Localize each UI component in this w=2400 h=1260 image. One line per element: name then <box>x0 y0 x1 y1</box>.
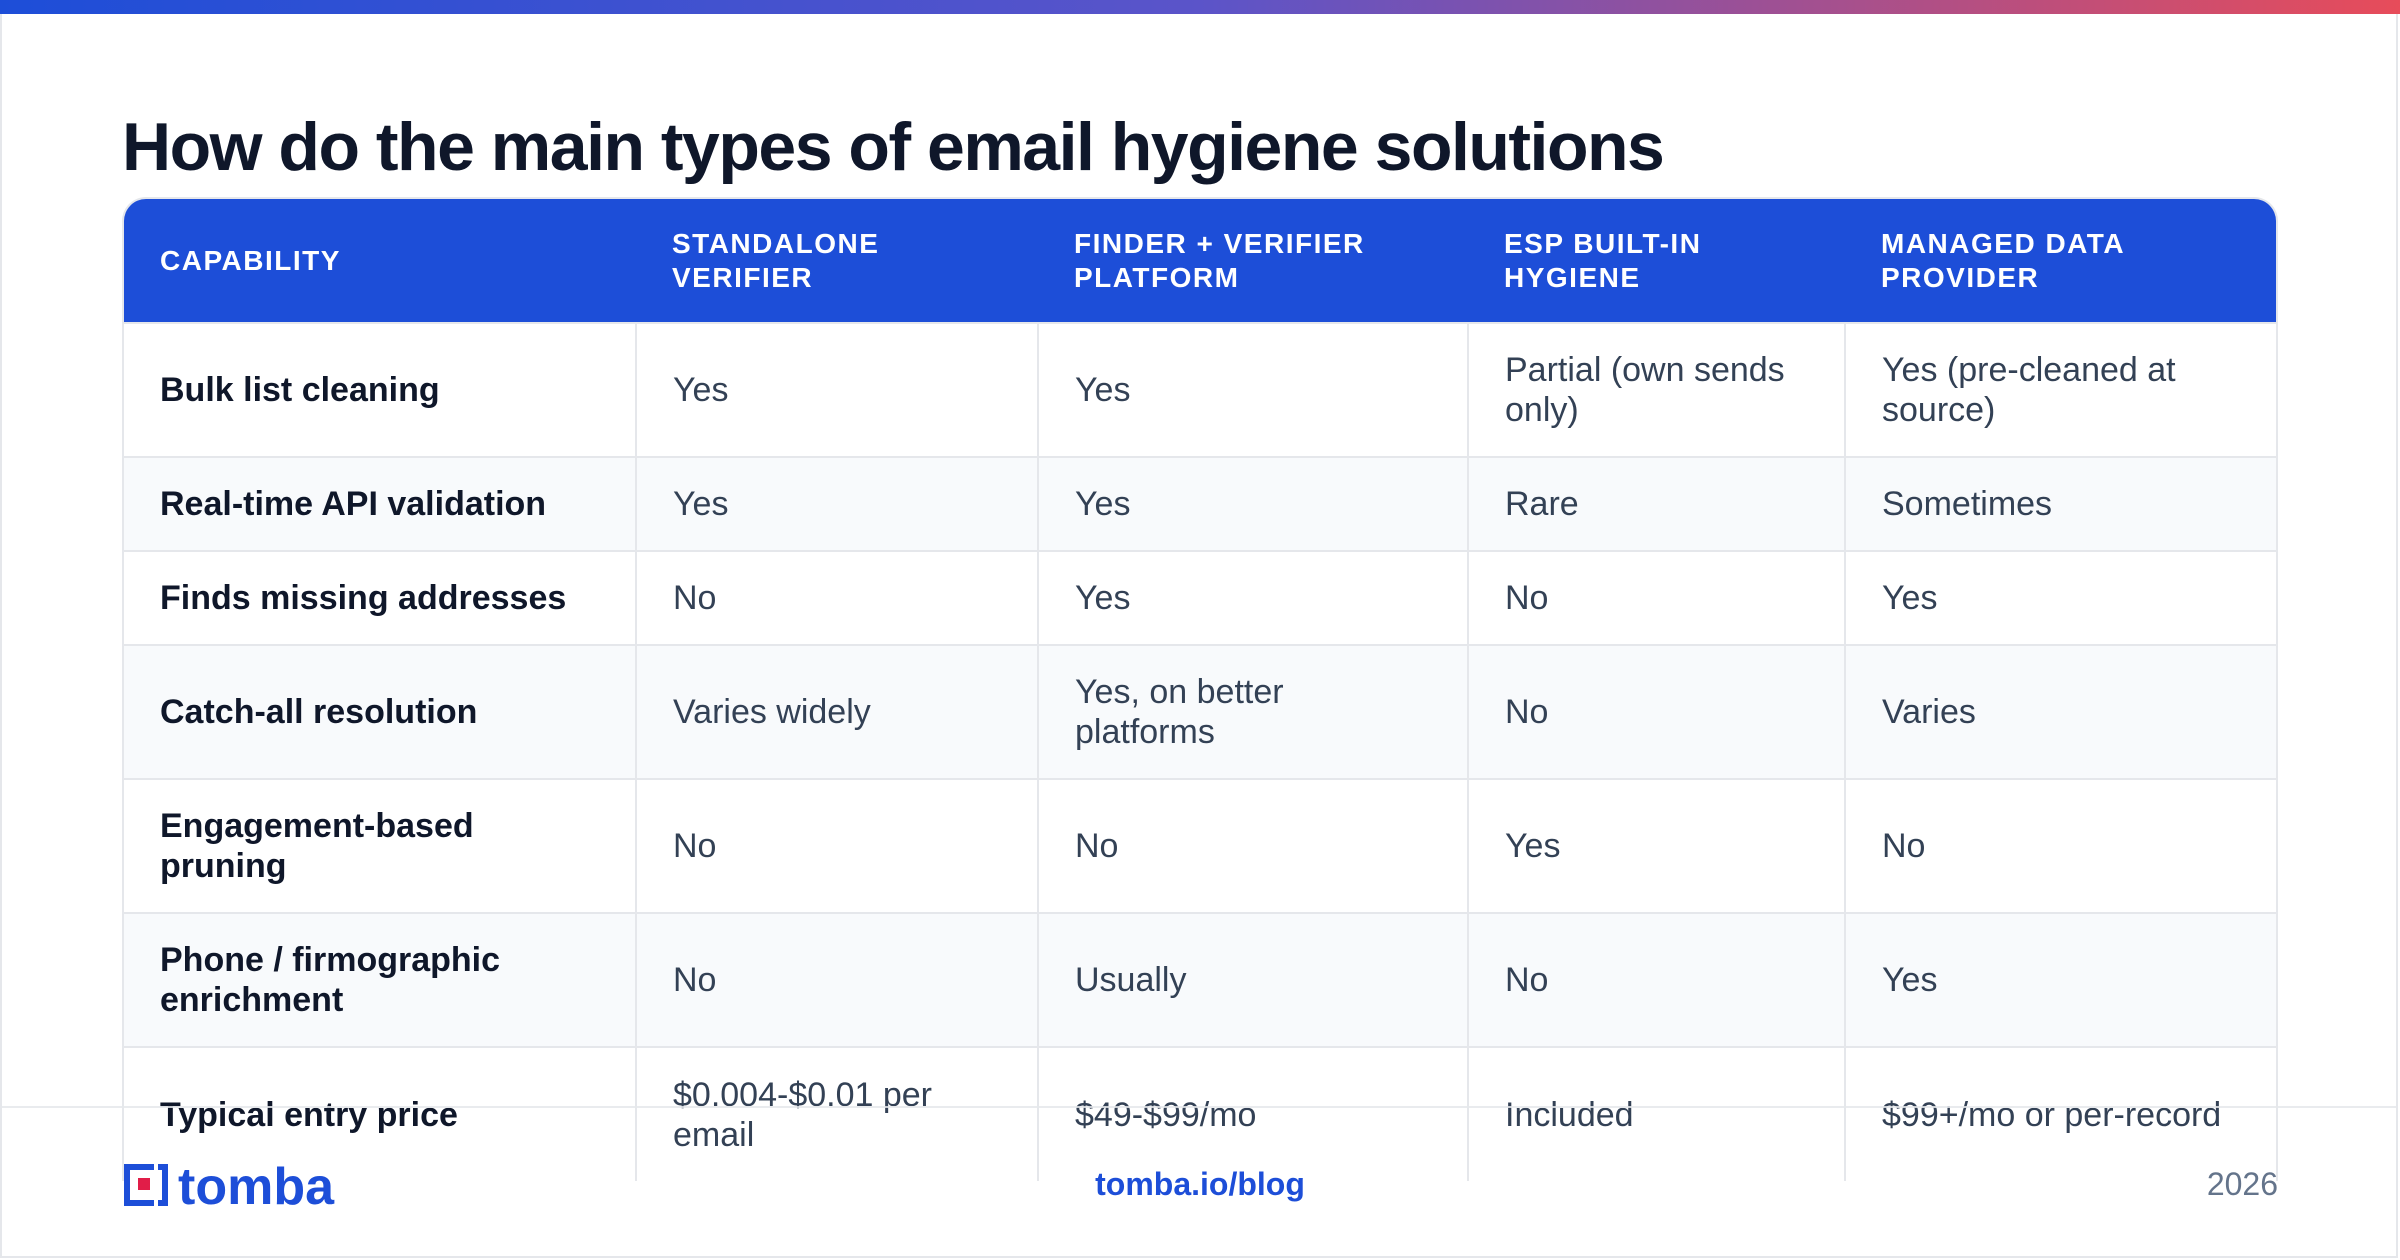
top-gradient-bar <box>0 0 2400 14</box>
row-label: Engagement-based pruning <box>124 778 636 913</box>
comparison-table-card: CAPABILITY STANDALONE VERIFIER FINDER + … <box>122 197 2278 1181</box>
table-cell: No <box>635 550 1038 645</box>
table-cell: Yes <box>1037 456 1468 551</box>
table-row: Catch-all resolution Varies widely Yes, … <box>124 644 2276 779</box>
table-cell: Yes, on better platforms <box>1037 644 1468 779</box>
tomba-logo: tomba <box>124 1160 335 1210</box>
table-cell: No <box>1844 778 2276 913</box>
header-managed-data-provider: MANAGED DATA PROVIDER <box>1845 199 2276 323</box>
table-row: Phone / firmographic enrichment No Usual… <box>124 912 2276 1047</box>
table-cell: Rare <box>1467 456 1845 551</box>
table-cell: Yes <box>1037 322 1468 457</box>
footer-year: 2026 <box>2206 1166 2278 1202</box>
table-cell: No <box>635 778 1038 913</box>
footer-divider <box>2 1106 2396 1108</box>
table-cell: No <box>1467 644 1845 779</box>
logo-wordmark: tomba <box>178 1160 335 1210</box>
table-cell: No <box>635 912 1038 1047</box>
table-cell: Partial (own sends only) <box>1467 322 1845 457</box>
table-row: Real-time API validation Yes Yes Rare So… <box>124 456 2276 551</box>
table-cell: Yes <box>1844 912 2276 1047</box>
row-label: Catch-all resolution <box>124 644 636 779</box>
header-finder-verifier-platform: FINDER + VERIFIER PLATFORM <box>1038 199 1468 323</box>
table-cell: Usually <box>1037 912 1468 1047</box>
table-cell: No <box>1467 550 1845 645</box>
table-cell: Yes <box>1467 778 1845 913</box>
table-row: Bulk list cleaning Yes Yes Partial (own … <box>124 322 2276 457</box>
row-label: Finds missing addresses <box>124 550 636 645</box>
table-row: Finds missing addresses No Yes No Yes <box>124 550 2276 645</box>
table-cell: Sometimes <box>1844 456 2276 551</box>
row-label: Real-time API validation <box>124 456 636 551</box>
header-standalone-verifier: STANDALONE VERIFIER <box>636 199 1038 323</box>
table-cell: $99+/mo or per-record <box>1844 1046 2276 1181</box>
table-cell: Varies widely <box>635 644 1038 779</box>
table-cell: $49-$99/mo <box>1037 1046 1468 1181</box>
table-cell: Yes <box>1844 550 2276 645</box>
row-label: Phone / firmographic enrichment <box>124 912 636 1047</box>
table-cell: Varies <box>1844 644 2276 779</box>
table-cell: Yes <box>635 322 1038 457</box>
table-cell: No <box>1467 912 1845 1047</box>
footer-blog-link[interactable]: tomba.io/blog <box>1095 1166 1305 1202</box>
page-title: How do the main types of email hygiene s… <box>122 109 1665 185</box>
table-header-row: CAPABILITY STANDALONE VERIFIER FINDER + … <box>124 199 2276 323</box>
header-esp-built-in-hygiene: ESP BUILT-IN HYGIENE <box>1468 199 1845 323</box>
table-row: Typical entry price $0.004-$0.01 per ema… <box>124 1046 2276 1181</box>
row-label: Typical entry price <box>124 1046 636 1181</box>
table-cell: Yes (pre-cleaned at source) <box>1844 322 2276 457</box>
table-cell: Yes <box>1037 550 1468 645</box>
table-cell: $0.004-$0.01 per email <box>635 1046 1038 1181</box>
row-label: Bulk list cleaning <box>124 322 636 457</box>
header-capability: CAPABILITY <box>124 199 636 323</box>
comparison-table: CAPABILITY STANDALONE VERIFIER FINDER + … <box>124 199 2276 1181</box>
table-cell: No <box>1037 778 1468 913</box>
table-cell: Included <box>1467 1046 1845 1181</box>
table-row: Engagement-based pruning No No Yes No <box>124 778 2276 913</box>
table-cell: Yes <box>635 456 1038 551</box>
